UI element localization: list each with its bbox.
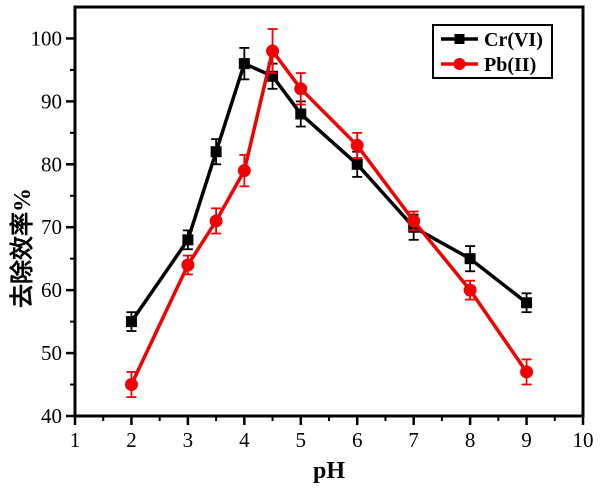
x-axis-title: pH (313, 458, 345, 484)
legend-box (432, 24, 553, 79)
y-axis-title: 去除效率% (8, 188, 36, 308)
x-tick-label: 4 (239, 428, 250, 452)
y-tick-label: 100 (31, 26, 63, 50)
circle-marker (407, 214, 421, 228)
circle-marker (181, 258, 195, 272)
square-marker (267, 70, 279, 82)
x-axis: 1 2 3 4 5 6 7 8 9 10 (70, 416, 594, 452)
circle-marker (294, 82, 308, 96)
x-tick-label: 1 (70, 428, 81, 452)
legend-label: Cr(VI) (484, 29, 543, 51)
square-marker (182, 234, 194, 246)
x-tick-label: 9 (521, 428, 532, 452)
series-line (129, 49, 529, 387)
square-marker (295, 108, 307, 120)
square-marker (125, 316, 137, 328)
square-marker (464, 253, 476, 265)
square-marker (238, 58, 250, 70)
y-tick-label: 40 (41, 404, 62, 428)
x-tick-label: 5 (296, 428, 307, 452)
x-tick-label: 3 (183, 428, 194, 452)
series-crvi (125, 47, 533, 332)
x-tick-label: 10 (573, 428, 594, 452)
circle-marker (124, 378, 138, 392)
y-axis: 40 50 60 70 80 90 100 (31, 26, 75, 428)
series-pbii (124, 28, 534, 399)
circle-marker (237, 164, 251, 178)
legend-entry-pbii: Pb(II) (441, 54, 536, 76)
legend-label: Pb(II) (484, 54, 536, 76)
square-marker (351, 158, 363, 170)
x-tick-label: 2 (126, 428, 137, 452)
y-tick-label: 60 (41, 278, 62, 302)
circle-marker (266, 44, 280, 58)
y-tick-label: 50 (41, 341, 62, 365)
x-tick-label: 8 (465, 428, 476, 452)
square-marker (521, 297, 533, 309)
circle-marker (520, 365, 534, 379)
legend: Cr(VI) Pb(II) (432, 24, 553, 79)
y-tick-label: 70 (41, 215, 62, 239)
square-marker (210, 146, 222, 158)
x-tick-label: 6 (352, 428, 363, 452)
y-tick-label: 90 (41, 89, 62, 113)
legend-circle-marker (453, 58, 466, 70)
legend-square-marker (454, 34, 465, 44)
circle-marker (350, 138, 364, 152)
circle-marker (463, 283, 477, 297)
legend-entry-crvi: Cr(VI) (441, 29, 543, 51)
circle-marker (209, 214, 223, 228)
y-tick-label: 80 (41, 152, 62, 176)
x-tick-label: 7 (408, 428, 419, 452)
series-line (129, 61, 529, 324)
